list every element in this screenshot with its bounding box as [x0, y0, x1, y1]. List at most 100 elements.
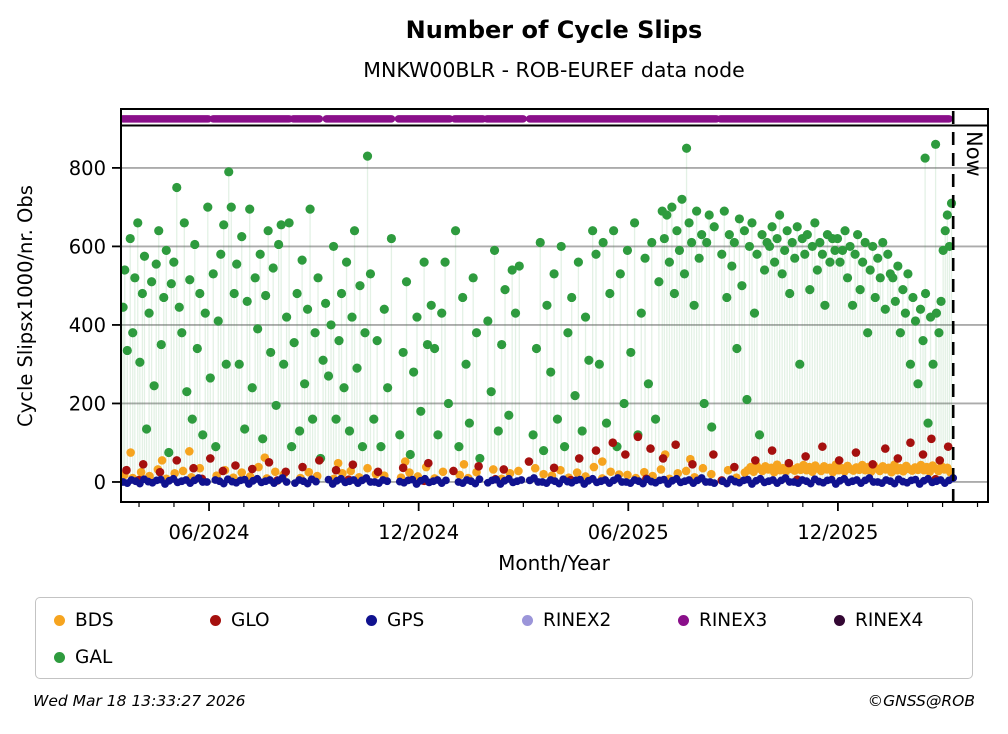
gal-point	[341, 257, 352, 267]
gal-point	[379, 304, 389, 314]
gal-point	[190, 239, 200, 250]
now-label: Now	[962, 131, 986, 177]
gps-point	[475, 475, 484, 484]
glo-point	[868, 460, 878, 469]
glo-point	[574, 454, 584, 463]
gal-point	[591, 249, 601, 259]
gps-point	[442, 476, 450, 485]
gal-point	[255, 249, 265, 259]
glo-point	[138, 460, 148, 469]
gal-point	[936, 296, 946, 306]
gal-point	[405, 449, 415, 460]
legend-marker-rinex3	[678, 615, 689, 626]
glo-point	[298, 462, 307, 472]
gal-point	[133, 218, 143, 228]
gal-point	[486, 387, 496, 397]
gal-point	[898, 284, 908, 295]
gal-point	[302, 304, 313, 314]
gal-point	[584, 355, 594, 365]
gal-point	[128, 328, 138, 338]
gal-point	[580, 312, 591, 322]
gps-point	[312, 477, 320, 486]
gal-point	[782, 226, 792, 236]
gal-point	[274, 239, 284, 250]
x-tick-label: 12/2024	[378, 521, 459, 544]
gal-point	[601, 418, 612, 428]
legend-item-rinex4: RINEX4	[826, 610, 982, 631]
bds-point	[195, 463, 205, 473]
glo-point	[591, 446, 601, 455]
gal-point	[137, 288, 147, 299]
gal-point	[344, 426, 355, 436]
bds-point	[606, 467, 615, 477]
gal-point	[707, 422, 717, 432]
gal-point	[820, 300, 830, 310]
gal-point	[271, 400, 281, 411]
gal-point	[386, 233, 397, 244]
gal-point	[461, 359, 471, 369]
glo-point	[918, 450, 928, 459]
gal-point	[535, 237, 545, 248]
gal-point	[500, 284, 510, 295]
legend-label: GLO	[231, 610, 270, 631]
bds-point	[363, 463, 372, 473]
gal-point	[559, 442, 570, 452]
gal-point	[737, 281, 747, 291]
gal-point	[681, 143, 692, 153]
glo-point	[935, 456, 945, 465]
bds-point	[656, 465, 666, 474]
gal-point	[125, 233, 135, 244]
gal-point	[549, 269, 559, 279]
legend-label: GAL	[75, 647, 113, 668]
gal-point	[151, 259, 161, 269]
gal-point	[166, 279, 176, 289]
gal-point	[135, 357, 145, 367]
glo-point	[751, 456, 760, 465]
gal-point	[913, 379, 923, 389]
glo-point	[524, 457, 534, 466]
gal-point	[719, 206, 729, 216]
bds-point	[597, 457, 607, 466]
glo-point	[658, 454, 668, 463]
glo-point	[801, 452, 810, 461]
gal-point	[289, 338, 299, 348]
gal-point	[292, 288, 302, 299]
glo-point	[247, 464, 257, 474]
gal-point	[647, 237, 657, 248]
gal-point	[253, 324, 263, 334]
glo-point	[906, 438, 915, 448]
chart-subtitle: MNKW00BLR - ROB-EUREF data node	[363, 58, 745, 82]
glo-point	[646, 444, 655, 453]
glo-point	[474, 461, 483, 471]
gal-point	[250, 273, 260, 283]
gal-point	[860, 237, 870, 248]
gal-point	[928, 359, 938, 369]
gal-point	[318, 355, 328, 365]
gal-point	[458, 292, 468, 303]
gal-point	[401, 277, 412, 287]
legend-label: GPS	[387, 610, 425, 631]
bds-point	[157, 456, 167, 465]
gal-point	[305, 204, 315, 214]
gps-point	[383, 477, 392, 486]
gal-point	[605, 288, 615, 299]
glo-point	[851, 448, 861, 457]
gal-point	[224, 167, 234, 177]
gal-point	[339, 383, 349, 393]
gps-point	[282, 478, 291, 486]
legend-marker-rinex2	[522, 615, 533, 626]
gal-point	[650, 414, 661, 424]
gal-point	[672, 226, 682, 236]
gal-point	[266, 347, 276, 358]
gal-point	[810, 218, 820, 228]
gal-point	[326, 320, 336, 330]
glo-point	[424, 458, 433, 468]
gal-point	[777, 269, 787, 279]
gal-point	[419, 257, 429, 267]
data-layer	[121, 115, 958, 488]
bds-point	[459, 460, 469, 469]
gal-point	[383, 383, 393, 393]
gal-point	[878, 237, 888, 248]
bds-point	[185, 447, 194, 456]
gal-point	[287, 442, 297, 452]
